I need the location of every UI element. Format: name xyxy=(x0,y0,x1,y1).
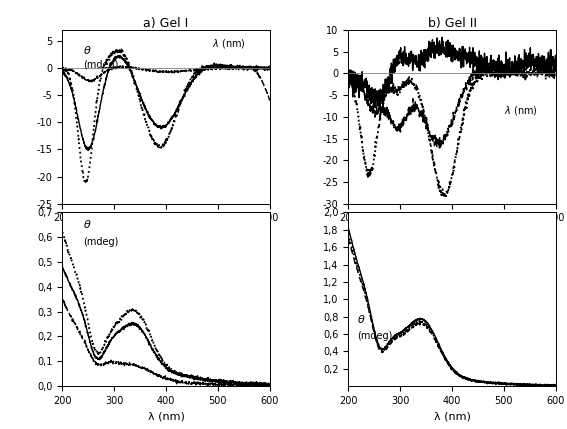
Text: (mdeg): (mdeg) xyxy=(83,237,119,247)
Text: (mdeg): (mdeg) xyxy=(83,60,119,69)
X-axis label: λ (nm): λ (nm) xyxy=(434,411,471,421)
Text: $\theta$: $\theta$ xyxy=(83,44,92,56)
Text: (mdeg): (mdeg) xyxy=(357,330,392,341)
Title: a) Gel I: a) Gel I xyxy=(143,17,189,30)
Text: $\lambda$ (nm): $\lambda$ (nm) xyxy=(504,104,538,117)
X-axis label: λ (nm): λ (nm) xyxy=(147,411,184,421)
Text: $\theta$: $\theta$ xyxy=(83,218,92,230)
Text: $\lambda$ (nm): $\lambda$ (nm) xyxy=(211,37,246,50)
Text: $\theta$: $\theta$ xyxy=(357,313,365,325)
Title: b) Gel II: b) Gel II xyxy=(428,17,476,30)
